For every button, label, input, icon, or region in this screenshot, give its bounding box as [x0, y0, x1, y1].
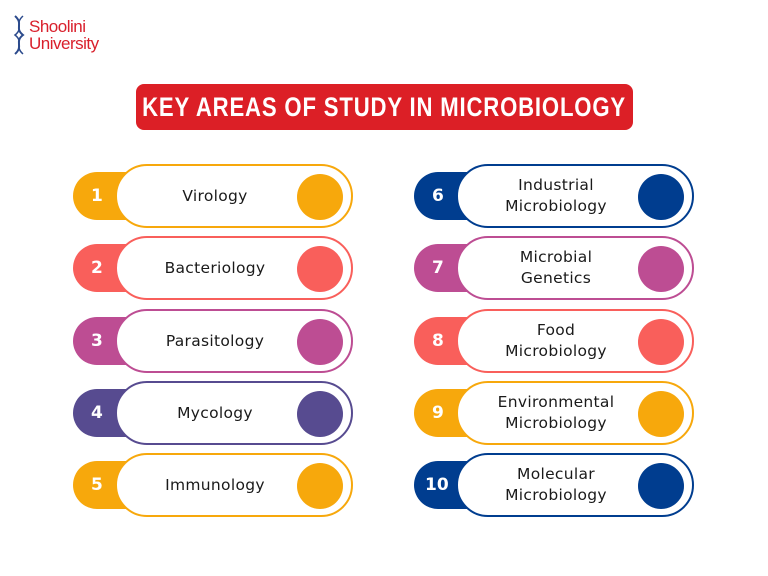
list-item: 1 Virology — [73, 164, 355, 230]
item-pill: Molecular Microbiology — [456, 453, 694, 517]
item-label: Industrial Microbiology — [505, 176, 607, 215]
item-pill: Parasitology — [115, 309, 353, 373]
list-item: 6 Industrial Microbiology — [414, 164, 696, 230]
item-label: Mycology — [177, 403, 253, 422]
item-label: Microbial Genetics — [519, 248, 593, 287]
item-pill: Bacteriology — [115, 236, 353, 300]
logo-line-2: University — [29, 34, 99, 53]
list-item: 7 Microbial Genetics — [414, 236, 696, 302]
circle-icon — [297, 391, 343, 437]
item-label: Immunology — [165, 475, 265, 494]
list-item: 10 Molecular Microbiology — [414, 453, 696, 519]
list-item: 9 Environmental Microbiology — [414, 381, 696, 447]
page-title: KEY AREAS OF STUDY IN MICROBIOLOGY — [136, 84, 633, 130]
list-item: 3 Parasitology — [73, 309, 355, 375]
circle-icon — [638, 391, 684, 437]
dna-icon — [13, 15, 25, 55]
item-pill: Mycology — [115, 381, 353, 445]
item-pill: Industrial Microbiology — [456, 164, 694, 228]
circle-icon — [297, 319, 343, 365]
circle-icon — [638, 319, 684, 365]
circle-icon — [297, 463, 343, 509]
list-item: 2 Bacteriology — [73, 236, 355, 302]
circle-icon — [297, 246, 343, 292]
item-pill: Environmental Microbiology — [456, 381, 694, 445]
circle-icon — [638, 246, 684, 292]
circle-icon — [297, 174, 343, 220]
item-label: Environmental Microbiology — [497, 393, 615, 432]
item-label: Parasitology — [165, 331, 265, 350]
list-item: 8 Food Microbiology — [414, 309, 696, 375]
item-label: Bacteriology — [164, 258, 266, 277]
item-pill: Immunology — [115, 453, 353, 517]
item-label: Molecular Microbiology — [505, 465, 607, 504]
item-pill: Virology — [115, 164, 353, 228]
shoolini-logo: Shoolini University — [12, 14, 99, 56]
circle-icon — [638, 174, 684, 220]
item-pill: Food Microbiology — [456, 309, 694, 373]
item-label: Food Microbiology — [505, 321, 607, 360]
logo-line-1: Shoolini — [29, 17, 86, 36]
list-item: 4 Mycology — [73, 381, 355, 447]
list-item: 5 Immunology — [73, 453, 355, 519]
item-pill: Microbial Genetics — [456, 236, 694, 300]
circle-icon — [638, 463, 684, 509]
item-label: Virology — [182, 186, 248, 205]
